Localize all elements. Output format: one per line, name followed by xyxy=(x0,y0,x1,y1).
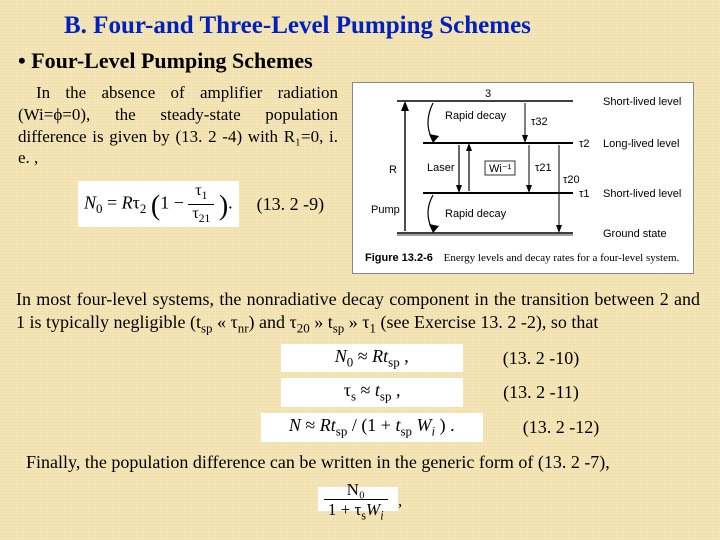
svg-text:R: R xyxy=(389,164,397,176)
equation-13-2-12-label: (13. 2 -12) xyxy=(523,417,599,438)
level-3-label: 3 xyxy=(485,88,491,100)
energy-level-diagram: 3 τ2 τ1 Ground state R Pump Rapid decay … xyxy=(352,82,694,274)
equation-13-2-11: τs ≈ tsp , xyxy=(281,378,463,407)
equation-13-2-9: N0 = Rτ2 (1 − τ1τ21 ). xyxy=(78,181,239,227)
equation-13-2-12: N ≈ Rtsp / (1 + tsp Wi ) . xyxy=(261,413,483,442)
fraction-numerator: N₀ xyxy=(324,481,388,500)
svg-text:τ20: τ20 xyxy=(563,174,580,186)
svg-text:Laser: Laser xyxy=(427,162,455,174)
svg-text:τ21: τ21 xyxy=(535,162,552,174)
equation-generic-fraction: N₀ 1 + τsWi , xyxy=(0,477,720,522)
two-column-region: In the absence of amplifier radiation (W… xyxy=(0,82,720,274)
equation-13-2-10-label: (13. 2 -10) xyxy=(503,348,579,369)
short-lived-top: Short-lived level xyxy=(603,96,681,108)
long-lived: Long-lived level xyxy=(603,138,679,150)
figure-caption: Energy levels and decay rates for a four… xyxy=(444,252,680,264)
equation-13-2-9-row: N0 = Rτ2 (1 − τ1τ21 ). (13. 2 -9) xyxy=(18,181,338,227)
svg-text:τ1: τ1 xyxy=(579,188,589,200)
equation-13-2-11-label: (13. 2 -11) xyxy=(503,382,579,403)
pump-label: Pump xyxy=(371,204,400,216)
ground-label: Ground state xyxy=(603,228,667,240)
body-paragraph-2: In most four-level systems, the nonradia… xyxy=(0,274,720,344)
fraction-denominator: 1 + τsWi xyxy=(324,500,388,522)
subsection-title: Four-Level Pumping Schemes xyxy=(0,46,720,82)
svg-text:Figure 13.2-6 Energy l: Figure 13.2-6 Energy levels and decay ra… xyxy=(365,252,680,264)
equation-13-2-9-label: (13. 2 -9) xyxy=(257,194,324,215)
rapid-decay-top: Rapid decay xyxy=(445,110,507,122)
finally-text: Finally, the population difference can b… xyxy=(0,442,720,477)
equation-13-2-10: N0 ≈ Rtsp , xyxy=(281,344,463,373)
equation-stack: N0 ≈ Rtsp , (13. 2 -10) τs ≈ tsp , (13. … xyxy=(0,344,720,442)
short-lived-bottom: Short-lived level xyxy=(603,188,681,200)
rapid-decay-bottom: Rapid decay xyxy=(445,208,507,220)
svg-text:Wi⁻¹: Wi⁻¹ xyxy=(489,163,512,175)
svg-text:τ32: τ32 xyxy=(531,116,548,128)
svg-text:τ2: τ2 xyxy=(579,138,589,150)
section-title: B. Four-and Three-Level Pumping Schemes xyxy=(0,0,720,46)
intro-paragraph: In the absence of amplifier radiation (W… xyxy=(18,82,338,169)
figure-number: Figure 13.2-6 xyxy=(365,252,433,264)
